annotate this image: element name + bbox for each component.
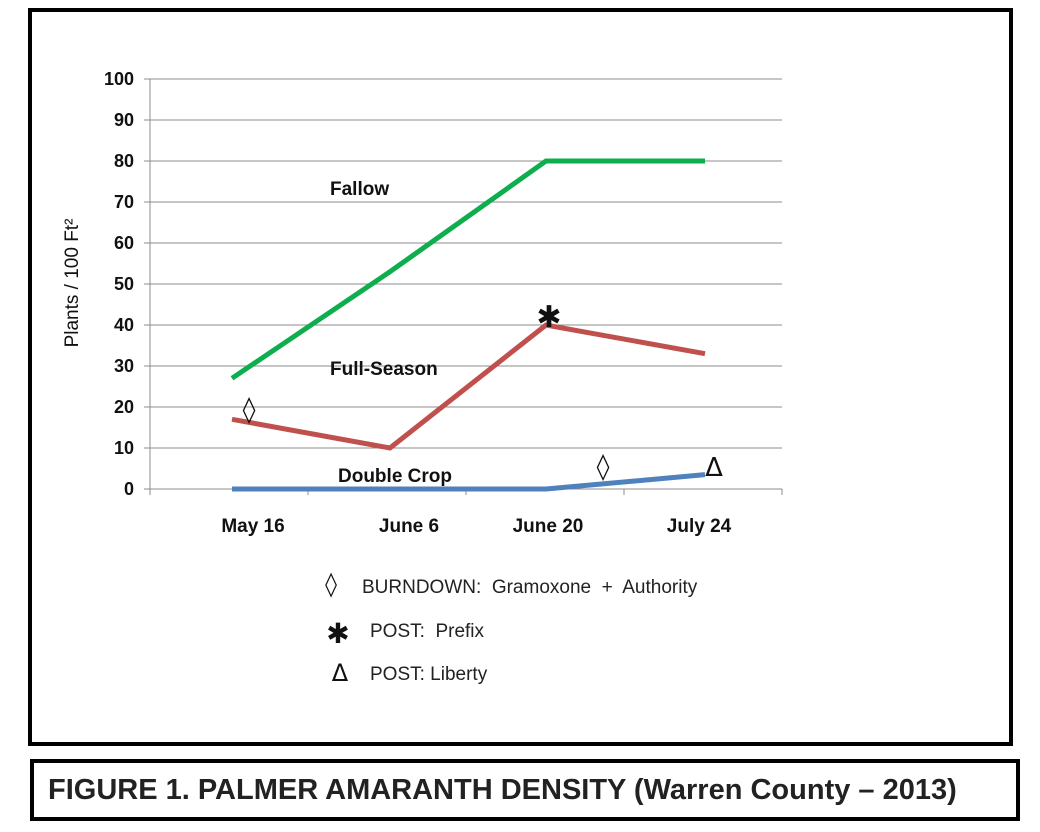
x-tick-label-june-20: June 20 [513,516,584,537]
legend-prefix-icon: ✱ [326,617,349,650]
liberty-marker-double-crop: Δ [705,453,723,483]
y-tick-label-70: 70 [114,192,134,212]
y-tick-label-60: 60 [114,233,134,253]
burndown-marker-double-crop: ◊ [597,452,610,482]
y-tick-label-40: 40 [114,315,134,335]
legend-liberty-icon: Δ [332,659,349,687]
series-label-fallow: Fallow [330,179,389,200]
y-axis-label: Plants / 100 Ft² [62,219,83,348]
series-line-fallow [230,158,705,381]
y-tick-label-90: 90 [114,110,134,130]
chart-frame [28,8,1013,746]
x-tick-label-may-16: May 16 [221,516,284,537]
legend-liberty-text: POST: Liberty [370,664,488,685]
x-tick-label-june-6: June 6 [379,516,439,537]
series-line-full-season [231,322,706,451]
series-label-double-crop: Double Crop [338,466,452,487]
y-tick-label-10: 10 [114,438,134,458]
series-label-full-season: Full-Season [330,359,438,380]
burndown-marker-full-season: ◊ [243,395,256,425]
y-tick-label-100: 100 [104,69,134,89]
y-tick-label-30: 30 [114,356,134,376]
y-tick-label-20: 20 [114,397,134,417]
y-tick-label-0: 0 [124,479,134,499]
series-line-double-crop [232,472,706,492]
prefix-marker-full-season: ✱ [536,300,561,335]
x-tick-label-july-24: July 24 [667,516,732,537]
legend-burndown-icon: ◊ [325,570,337,598]
figure-caption-box: FIGURE 1. PALMER AMARANTH DENSITY (Warre… [30,759,1020,821]
line-chart: 0 10 20 30 40 50 60 70 80 90 100 May 16 June 6 June 2… [62,69,783,687]
y-tick-label-50: 50 [114,274,134,294]
legend-prefix-text: POST: Prefix [370,621,485,642]
legend-burndown-text: BURNDOWN: Gramoxone + Authority [362,577,698,598]
y-tick-label-80: 80 [114,151,134,171]
figure-caption: FIGURE 1. PALMER AMARANTH DENSITY (Warre… [48,773,957,806]
